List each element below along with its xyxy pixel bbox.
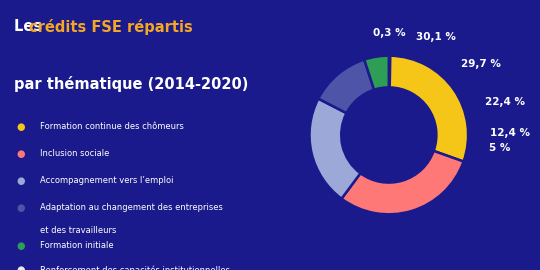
Text: Les: Les xyxy=(14,19,47,34)
Wedge shape xyxy=(318,60,374,113)
Text: ●: ● xyxy=(16,241,25,251)
Text: 0,3 %: 0,3 % xyxy=(373,28,406,39)
Text: 5 %: 5 % xyxy=(489,143,511,153)
Text: Inclusion sociale: Inclusion sociale xyxy=(40,149,110,158)
Text: ●: ● xyxy=(16,122,25,132)
Text: Formation initiale: Formation initiale xyxy=(40,241,114,250)
Text: crédits FSE répartis: crédits FSE répartis xyxy=(29,19,192,35)
Text: et des travailleurs: et des travailleurs xyxy=(40,226,117,235)
Text: ●: ● xyxy=(16,265,25,270)
Text: 12,4 %: 12,4 % xyxy=(490,128,530,138)
Text: ●: ● xyxy=(16,203,25,213)
Text: Accompagnement vers l’emploi: Accompagnement vers l’emploi xyxy=(40,176,174,185)
Wedge shape xyxy=(341,151,463,214)
Wedge shape xyxy=(389,56,390,87)
Wedge shape xyxy=(390,56,468,161)
Text: Renforcement des capacités institutionnelles: Renforcement des capacités institutionne… xyxy=(40,265,231,270)
Text: Adaptation au changement des entreprises: Adaptation au changement des entreprises xyxy=(40,203,224,212)
Text: 30,1 %: 30,1 % xyxy=(416,32,456,42)
Wedge shape xyxy=(309,99,360,199)
Text: 22,4 %: 22,4 % xyxy=(485,97,525,107)
Text: ●: ● xyxy=(16,149,25,159)
Wedge shape xyxy=(364,56,389,90)
Text: ●: ● xyxy=(16,176,25,186)
Text: par thématique (2014-2020): par thématique (2014-2020) xyxy=(14,76,248,92)
Text: 29,7 %: 29,7 % xyxy=(461,59,501,69)
Text: Formation continue des chômeurs: Formation continue des chômeurs xyxy=(40,122,184,131)
